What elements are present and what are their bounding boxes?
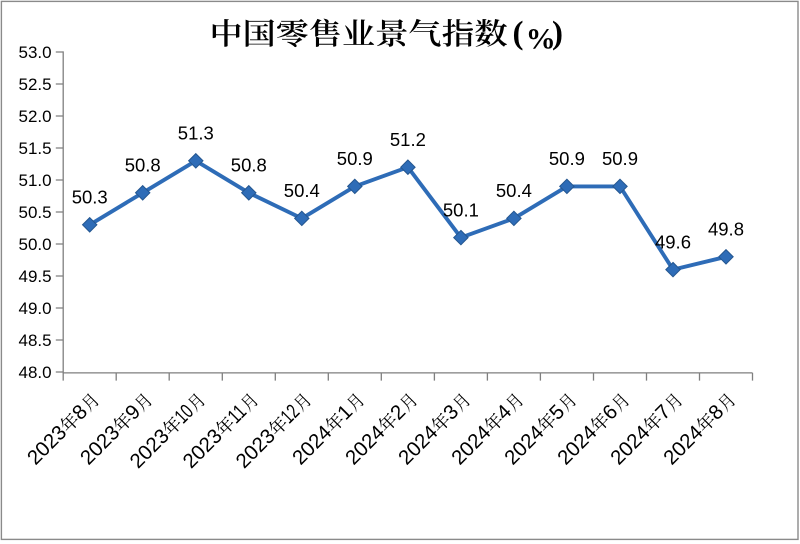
- svg-text:49.6: 49.6: [655, 231, 691, 252]
- svg-text:49.0: 49.0: [19, 299, 52, 318]
- svg-text:51.2: 51.2: [390, 129, 426, 150]
- svg-text:50.4: 50.4: [284, 180, 320, 201]
- svg-text:50.9: 50.9: [602, 148, 638, 169]
- svg-text:50.0: 50.0: [19, 235, 52, 254]
- svg-text:%: %: [526, 23, 556, 56]
- svg-text:52.0: 52.0: [19, 107, 52, 126]
- svg-text:): ): [552, 16, 563, 52]
- svg-text:52.5: 52.5: [19, 75, 52, 94]
- svg-text:48.0: 48.0: [19, 363, 52, 382]
- svg-text:50.9: 50.9: [549, 148, 585, 169]
- svg-text:51.3: 51.3: [178, 123, 214, 144]
- svg-text:53.0: 53.0: [19, 43, 52, 62]
- svg-text:50.5: 50.5: [19, 203, 52, 222]
- svg-text:51.0: 51.0: [19, 171, 52, 190]
- svg-text:51.5: 51.5: [19, 139, 52, 158]
- svg-text:50.8: 50.8: [125, 155, 161, 176]
- svg-text:50.4: 50.4: [496, 180, 532, 201]
- svg-text:50.1: 50.1: [443, 199, 479, 220]
- svg-text:50.8: 50.8: [231, 155, 267, 176]
- svg-text:48.5: 48.5: [19, 331, 52, 350]
- svg-text:49.8: 49.8: [708, 219, 744, 240]
- svg-text:49.5: 49.5: [19, 267, 52, 286]
- svg-text:(: (: [513, 16, 524, 52]
- svg-text:50.3: 50.3: [72, 187, 108, 208]
- svg-text:50.9: 50.9: [337, 148, 373, 169]
